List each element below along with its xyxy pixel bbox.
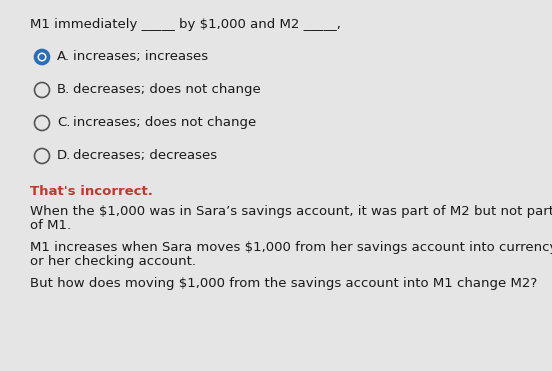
Text: That's incorrect.: That's incorrect. bbox=[30, 185, 153, 198]
Text: D.: D. bbox=[57, 149, 71, 162]
Text: B.: B. bbox=[57, 83, 70, 96]
Text: M1 increases when Sara moves $1,000 from her savings account into currency: M1 increases when Sara moves $1,000 from… bbox=[30, 241, 552, 254]
Text: When the $1,000 was in Sara’s savings account, it was part of M2 but not part: When the $1,000 was in Sara’s savings ac… bbox=[30, 205, 552, 218]
Circle shape bbox=[38, 53, 46, 62]
Text: or her checking account.: or her checking account. bbox=[30, 255, 196, 268]
Circle shape bbox=[39, 54, 45, 60]
Text: decreases; does not change: decreases; does not change bbox=[73, 83, 261, 96]
Text: of M1.: of M1. bbox=[30, 219, 71, 232]
Text: A.: A. bbox=[57, 50, 70, 63]
Text: But how does moving $1,000 from the savings account into M1 change M2?: But how does moving $1,000 from the savi… bbox=[30, 277, 537, 290]
Text: increases; does not change: increases; does not change bbox=[73, 116, 256, 129]
Text: increases; increases: increases; increases bbox=[73, 50, 208, 63]
Text: decreases; decreases: decreases; decreases bbox=[73, 149, 217, 162]
Text: C.: C. bbox=[57, 116, 70, 129]
Circle shape bbox=[34, 49, 50, 65]
Text: M1 immediately _____ by $1,000 and M2 _____,: M1 immediately _____ by $1,000 and M2 __… bbox=[30, 18, 341, 31]
Circle shape bbox=[34, 115, 50, 131]
Circle shape bbox=[34, 82, 50, 98]
Circle shape bbox=[34, 148, 50, 164]
